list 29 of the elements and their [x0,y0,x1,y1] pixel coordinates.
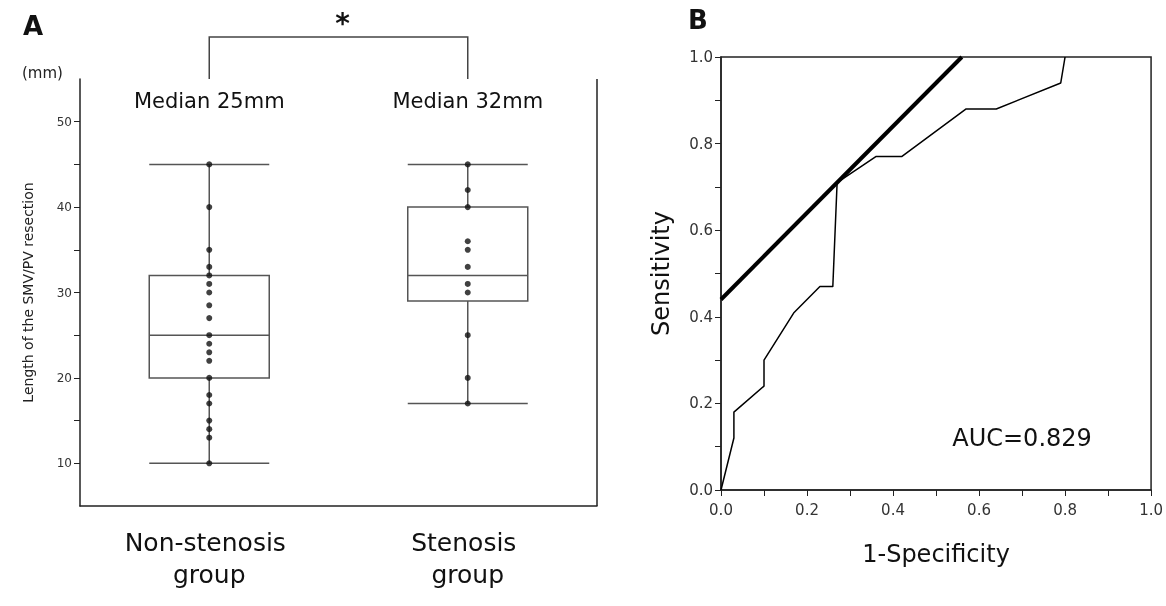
x-tick-label: 0.0 [709,500,733,519]
y-tick-label: 50 [56,114,72,129]
y-axis-title: Sensitivity [647,211,675,336]
text: (mm) [22,63,63,82]
y-tick-label: 1.0 [689,48,713,66]
y-tick-label: 0.6 [689,221,713,240]
chart-title: B [688,5,708,35]
y-tick-label: 0.2 [689,394,713,413]
y-tick-label: 10 [56,456,72,471]
annotation: AUC=0.829 [952,424,1092,453]
chart-title: A [23,11,44,41]
y-tick-label: 0.4 [689,307,713,326]
x-tick-label: 0.6 [967,500,991,519]
text: * [335,6,351,40]
x-tick-label: 0.4 [881,500,905,519]
x-tick-label: 0.8 [1053,500,1077,519]
annotation: Median 32mm [392,89,544,113]
y-tick-label: 30 [56,285,72,300]
y-tick-label: 20 [56,370,72,385]
x-axis-title: 1-Specificity [862,540,1010,568]
annotation: Median 25mm [133,89,285,113]
y-tick-label: 0.8 [689,134,713,153]
y-axis-title: Length of the SMV/PV resection [20,182,36,403]
x-tick-label: Stenosis group [411,527,525,589]
x-tick-label: 0.2 [795,500,819,519]
x-tick-label: 1.0 [1139,500,1163,519]
x-tick-label: Non-stenosis group [124,527,294,589]
y-tick-label: 0.0 [689,481,713,499]
y-tick-label: 40 [56,200,72,215]
